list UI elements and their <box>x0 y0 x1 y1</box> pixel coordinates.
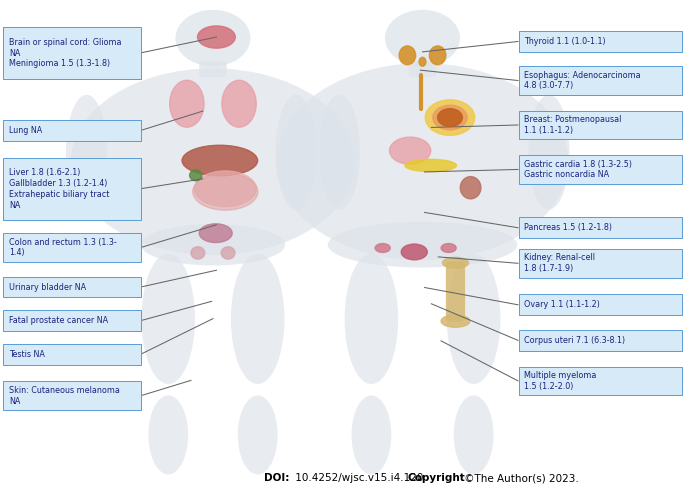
Ellipse shape <box>447 253 500 384</box>
Ellipse shape <box>328 222 517 268</box>
FancyBboxPatch shape <box>3 277 141 297</box>
FancyBboxPatch shape <box>3 233 141 262</box>
FancyBboxPatch shape <box>519 111 682 139</box>
Text: Fatal prostate cancer NA: Fatal prostate cancer NA <box>9 316 108 325</box>
FancyBboxPatch shape <box>3 158 141 220</box>
Ellipse shape <box>194 171 256 206</box>
Text: Pancreas 1.5 (1.2-1.8): Pancreas 1.5 (1.2-1.8) <box>524 223 612 232</box>
Ellipse shape <box>182 145 258 176</box>
Ellipse shape <box>345 253 398 384</box>
Ellipse shape <box>141 224 285 265</box>
FancyBboxPatch shape <box>519 31 682 52</box>
FancyBboxPatch shape <box>3 344 141 365</box>
FancyBboxPatch shape <box>519 249 682 278</box>
Ellipse shape <box>175 10 251 66</box>
Ellipse shape <box>441 315 470 328</box>
Ellipse shape <box>385 10 460 66</box>
FancyBboxPatch shape <box>519 217 682 238</box>
Ellipse shape <box>453 395 493 474</box>
Text: Brain or spinal cord: Glioma
NA
Meningioma 1.5 (1.3-1.8): Brain or spinal cord: Glioma NA Meningio… <box>9 38 122 68</box>
Ellipse shape <box>276 63 569 260</box>
Text: 10.4252/wjsc.v15.i4.120: 10.4252/wjsc.v15.i4.120 <box>292 473 427 483</box>
Ellipse shape <box>198 26 235 48</box>
Ellipse shape <box>66 95 107 209</box>
Circle shape <box>438 109 462 126</box>
Ellipse shape <box>199 224 232 243</box>
Ellipse shape <box>419 57 426 66</box>
Ellipse shape <box>222 81 256 127</box>
Ellipse shape <box>192 173 258 210</box>
Ellipse shape <box>238 395 278 474</box>
Text: Urinary bladder NA: Urinary bladder NA <box>9 283 86 291</box>
Ellipse shape <box>231 253 284 384</box>
Ellipse shape <box>441 244 456 252</box>
FancyBboxPatch shape <box>3 381 141 410</box>
FancyBboxPatch shape <box>519 155 682 184</box>
Text: Lung NA: Lung NA <box>9 126 42 135</box>
Ellipse shape <box>433 105 467 130</box>
Ellipse shape <box>170 81 204 127</box>
FancyBboxPatch shape <box>519 66 682 95</box>
Ellipse shape <box>429 46 446 65</box>
Ellipse shape <box>352 395 392 474</box>
FancyBboxPatch shape <box>199 61 227 77</box>
Ellipse shape <box>442 257 469 268</box>
Text: Colon and rectum 1.3 (1.3-
1.4): Colon and rectum 1.3 (1.3- 1.4) <box>9 238 117 257</box>
Text: Multiple myeloma
1.5 (1.2-2.0): Multiple myeloma 1.5 (1.2-2.0) <box>524 371 596 391</box>
Text: Breast: Postmenopausal
1.1 (1.1-1.2): Breast: Postmenopausal 1.1 (1.1-1.2) <box>524 115 622 135</box>
Text: Gastric cardia 1.8 (1.3-2.5)
Gastric noncardia NA: Gastric cardia 1.8 (1.3-2.5) Gastric non… <box>524 160 632 179</box>
Ellipse shape <box>191 247 205 259</box>
FancyBboxPatch shape <box>446 261 465 322</box>
FancyBboxPatch shape <box>409 61 436 77</box>
Ellipse shape <box>390 137 431 164</box>
Text: Testis NA: Testis NA <box>9 350 45 359</box>
Ellipse shape <box>425 100 475 135</box>
Ellipse shape <box>460 177 481 199</box>
Text: Skin: Cutaneous melanoma
NA: Skin: Cutaneous melanoma NA <box>9 386 120 406</box>
Text: Copyright: Copyright <box>407 473 465 483</box>
Text: Corpus uteri 7.1 (6.3-8.1): Corpus uteri 7.1 (6.3-8.1) <box>524 336 625 345</box>
Text: Kidney: Renal-cell
1.8 (1.7-1.9): Kidney: Renal-cell 1.8 (1.7-1.9) <box>524 253 595 273</box>
Text: Esophagus: Adenocarcinoma
4.8 (3.0-7.7): Esophagus: Adenocarcinoma 4.8 (3.0-7.7) <box>524 71 641 90</box>
Ellipse shape <box>71 68 355 255</box>
Ellipse shape <box>405 159 457 172</box>
Ellipse shape <box>275 95 317 209</box>
Text: Ovary 1.1 (1.1-1.2): Ovary 1.1 (1.1-1.2) <box>524 300 600 309</box>
Text: DOI:: DOI: <box>264 473 290 483</box>
FancyBboxPatch shape <box>519 330 682 351</box>
FancyBboxPatch shape <box>3 27 141 79</box>
FancyBboxPatch shape <box>3 310 141 331</box>
Ellipse shape <box>221 247 235 259</box>
Ellipse shape <box>148 395 188 474</box>
Ellipse shape <box>142 253 195 384</box>
Ellipse shape <box>401 244 427 260</box>
Ellipse shape <box>399 46 416 65</box>
Text: Thyroid 1.1 (1.0-1.1): Thyroid 1.1 (1.0-1.1) <box>524 37 606 46</box>
FancyBboxPatch shape <box>519 294 682 315</box>
Ellipse shape <box>375 244 390 252</box>
Ellipse shape <box>528 95 570 209</box>
Ellipse shape <box>319 95 360 209</box>
Text: Liver 1.8 (1.6-2.1)
Gallbladder 1.3 (1.2-1.4)
Extrahepatic biliary tract
NA: Liver 1.8 (1.6-2.1) Gallbladder 1.3 (1.2… <box>9 168 109 209</box>
Ellipse shape <box>190 170 202 181</box>
FancyBboxPatch shape <box>519 367 682 395</box>
Text: ©The Author(s) 2023.: ©The Author(s) 2023. <box>461 473 578 483</box>
FancyBboxPatch shape <box>3 120 141 141</box>
